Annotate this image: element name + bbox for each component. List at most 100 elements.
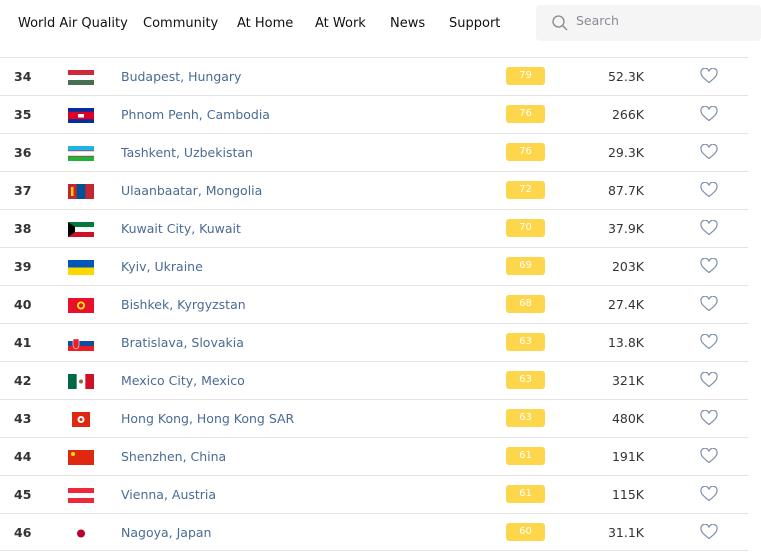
flag-cambodia-icon <box>68 108 94 123</box>
nav-world-air-quality[interactable]: World Air Quality <box>18 16 128 31</box>
rank: 42 <box>14 373 32 388</box>
table-row: 41 Bratislava, Slovakia 63 13.8K <box>0 323 748 361</box>
rank: 36 <box>14 145 32 160</box>
table-row: 34 Budapest, Hungary 79 52.3K <box>0 57 748 95</box>
city-link[interactable]: Tashkent, Uzbekistan <box>121 145 253 160</box>
aqi-badge: 72 <box>506 181 545 199</box>
heart-icon[interactable] <box>700 486 718 502</box>
followers-count: 321K <box>611 373 644 388</box>
aqi-badge: 61 <box>506 447 545 465</box>
rank: 46 <box>14 525 32 540</box>
aqi-badge: 69 <box>506 257 545 275</box>
table-row: 35 Phnom Penh, Cambodia 76 266K <box>0 95 748 133</box>
rank: 45 <box>14 487 32 502</box>
flag-slovakia-icon <box>68 336 94 351</box>
aqi-badge: 76 <box>506 143 545 161</box>
aqi-badge: 76 <box>506 105 545 123</box>
heart-icon[interactable] <box>700 448 718 464</box>
table-row: 37 Ulaanbaatar, Mongolia 72 87.7K <box>0 171 748 209</box>
nav-support[interactable]: Support <box>449 16 501 31</box>
city-link[interactable]: Vienna, Austria <box>121 487 217 502</box>
flag-kyrgyzstan-icon <box>68 298 94 313</box>
city-link[interactable]: Nagoya, Japan <box>121 525 212 540</box>
search-input[interactable] <box>576 13 746 28</box>
flag-hong-kong-icon <box>72 412 90 427</box>
aqi-badge: 63 <box>506 371 545 389</box>
aqi-badge: 61 <box>506 485 545 503</box>
heart-icon[interactable] <box>700 182 718 198</box>
table-row: 36 Tashkent, Uzbekistan 76 29.3K <box>0 133 748 171</box>
flag-hungary-icon <box>68 70 94 85</box>
city-link[interactable]: Bishkek, Kyrgyzstan <box>121 297 246 312</box>
flag-mexico-icon <box>68 374 94 389</box>
flag-uzbekistan-icon <box>68 146 94 161</box>
nav-at-work[interactable]: At Work <box>315 16 366 31</box>
city-link[interactable]: Kyiv, Ukraine <box>121 259 203 274</box>
nav-community[interactable]: Community <box>143 16 219 31</box>
heart-icon[interactable] <box>700 220 718 236</box>
aqi-badge: 79 <box>506 67 545 85</box>
flag-ukraine-icon <box>68 260 94 275</box>
aqi-badge: 60 <box>506 523 545 541</box>
flag-mongolia-icon <box>68 184 94 199</box>
rank: 40 <box>14 297 32 312</box>
rank: 41 <box>14 335 32 350</box>
heart-icon[interactable] <box>700 334 718 350</box>
heart-icon[interactable] <box>700 68 718 84</box>
table-row: 46 Nagoya, Japan 60 31.1K <box>0 513 748 551</box>
followers-count: 37.9K <box>607 221 644 236</box>
followers-count: 27.4K <box>607 297 644 312</box>
rank: 34 <box>14 69 32 84</box>
rank: 39 <box>14 259 32 274</box>
heart-icon[interactable] <box>700 258 718 274</box>
city-link[interactable]: Shenzhen, China <box>121 449 227 464</box>
followers-count: 52.3K <box>607 69 644 84</box>
followers-count: 87.7K <box>607 183 644 198</box>
city-link[interactable]: Mexico City, Mexico <box>121 373 245 388</box>
aqi-badge: 63 <box>506 409 545 427</box>
rank: 43 <box>14 411 32 426</box>
city-link[interactable]: Phnom Penh, Cambodia <box>121 107 270 122</box>
city-link[interactable]: Hong Kong, Hong Kong SAR <box>121 411 295 426</box>
search-box[interactable] <box>536 5 761 41</box>
city-link[interactable]: Budapest, Hungary <box>121 69 242 84</box>
heart-icon[interactable] <box>700 296 718 312</box>
followers-count: 266K <box>611 107 644 122</box>
aqi-badge: 70 <box>506 219 545 237</box>
flag-austria-icon <box>68 488 94 503</box>
aqi-badge: 68 <box>506 295 545 313</box>
followers-count: 480K <box>611 411 644 426</box>
followers-count: 31.1K <box>607 525 644 540</box>
followers-count: 29.3K <box>607 145 644 160</box>
flag-kuwait-icon <box>68 222 94 237</box>
heart-icon[interactable] <box>700 410 718 426</box>
followers-count: 203K <box>611 259 644 274</box>
heart-icon[interactable] <box>700 106 718 122</box>
table-row: 45 Vienna, Austria 61 115K <box>0 475 748 513</box>
rank: 44 <box>14 449 32 464</box>
city-link[interactable]: Kuwait City, Kuwait <box>121 221 241 236</box>
flag-japan-icon <box>77 529 85 538</box>
table-row: 44 Shenzhen, China 61 191K <box>0 437 748 475</box>
aqi-badge: 63 <box>506 333 545 351</box>
table-row: 42 Mexico City, Mexico 63 321K <box>0 361 748 399</box>
top-nav: World Air Quality Community At Home At W… <box>0 0 761 57</box>
flag-china-icon <box>68 450 94 465</box>
table-row: 40 Bishkek, Kyrgyzstan 68 27.4K <box>0 285 748 323</box>
heart-icon[interactable] <box>700 372 718 388</box>
rank: 35 <box>14 107 32 122</box>
followers-count: 191K <box>611 449 644 464</box>
nav-at-home[interactable]: At Home <box>237 16 294 31</box>
followers-count: 115K <box>611 487 644 502</box>
heart-icon[interactable] <box>700 144 718 160</box>
table-row: 43 Hong Kong, Hong Kong SAR 63 480K <box>0 399 748 437</box>
heart-icon[interactable] <box>700 524 718 540</box>
city-link[interactable]: Bratislava, Slovakia <box>121 335 244 350</box>
nav-news[interactable]: News <box>390 16 426 31</box>
city-link[interactable]: Ulaanbaatar, Mongolia <box>121 183 263 198</box>
table-row: 39 Kyiv, Ukraine 69 203K <box>0 247 748 285</box>
table-row: 38 Kuwait City, Kuwait 70 37.9K <box>0 209 748 247</box>
rank: 37 <box>14 183 32 198</box>
followers-count: 13.8K <box>607 335 644 350</box>
city-ranking-list: 34 Budapest, Hungary 79 52.3K 35 Phnom P… <box>0 57 748 551</box>
